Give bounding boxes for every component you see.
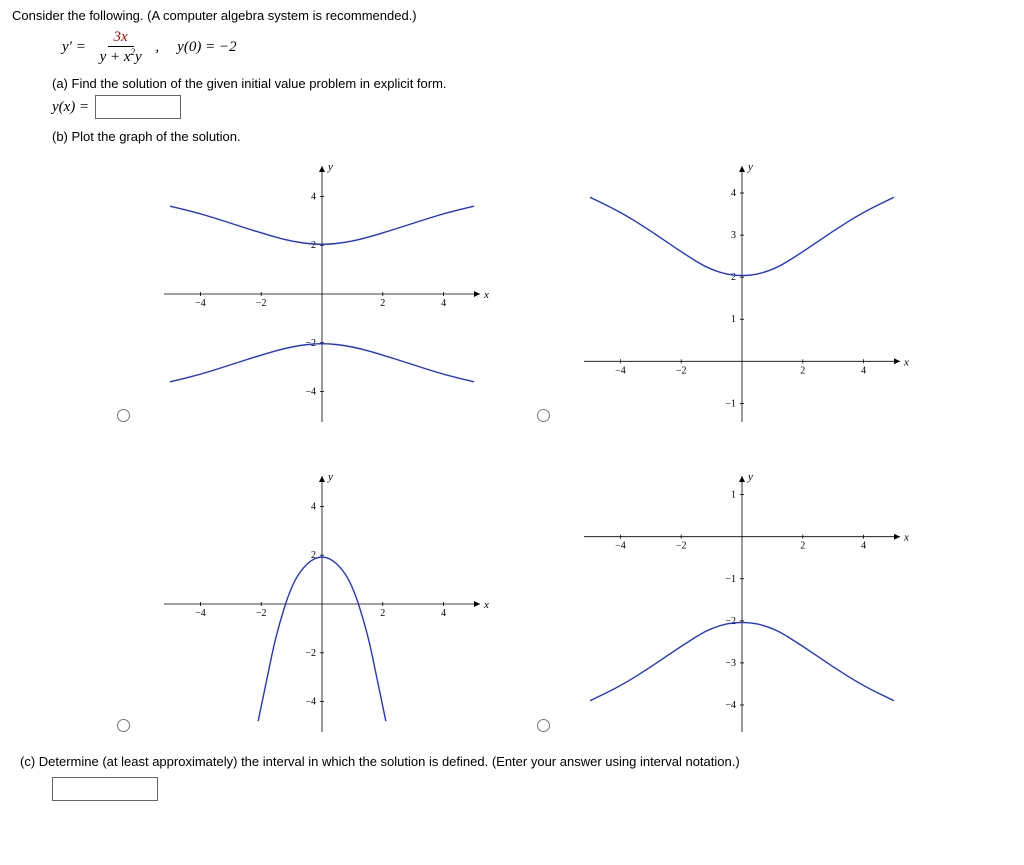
svg-text:−3: −3 <box>725 658 736 669</box>
svg-text:4: 4 <box>861 541 866 552</box>
svg-text:2: 2 <box>800 541 805 552</box>
svg-text:−4: −4 <box>195 298 206 309</box>
svg-text:−1: −1 <box>725 398 736 409</box>
part-a-input[interactable] <box>95 95 181 119</box>
initial-condition: y(0) = −2 <box>177 39 236 56</box>
svg-text:4: 4 <box>311 191 316 202</box>
svg-text:x: x <box>483 289 489 301</box>
svg-text:−2: −2 <box>725 616 736 627</box>
svg-text:4: 4 <box>441 298 446 309</box>
svg-text:−1: −1 <box>725 574 736 585</box>
svg-text:−2: −2 <box>305 648 316 659</box>
svg-text:4: 4 <box>861 365 866 376</box>
svg-text:y: y <box>747 161 753 173</box>
svg-text:4: 4 <box>731 188 736 199</box>
svg-text:−4: −4 <box>305 697 316 708</box>
plot-3: −4−224−4−224xy <box>152 464 512 744</box>
svg-text:−2: −2 <box>676 541 687 552</box>
svg-text:y: y <box>327 161 333 173</box>
svg-text:−4: −4 <box>195 608 206 619</box>
svg-text:x: x <box>903 532 909 544</box>
svg-text:2: 2 <box>311 240 316 251</box>
svg-text:−2: −2 <box>256 608 267 619</box>
svg-text:y: y <box>747 471 753 483</box>
plot-4: −4 −2 2 4 1 −1 −2 −3 −4 x y <box>572 464 932 744</box>
svg-text:−4: −4 <box>305 387 316 398</box>
svg-text:4: 4 <box>441 608 446 619</box>
part-b-label: (b) Plot the graph of the solution. <box>52 129 1012 144</box>
svg-text:−4: −4 <box>615 365 626 376</box>
svg-text:2: 2 <box>380 608 385 619</box>
svg-text:3: 3 <box>731 230 736 241</box>
eq-comma: , <box>155 39 159 55</box>
plot-option-1-radio[interactable] <box>117 409 130 422</box>
svg-text:−2: −2 <box>256 298 267 309</box>
plot-option-4-radio[interactable] <box>537 719 550 732</box>
svg-text:1: 1 <box>731 490 736 501</box>
svg-text:−2: −2 <box>676 365 687 376</box>
svg-text:x: x <box>903 356 909 368</box>
svg-text:1: 1 <box>731 314 736 325</box>
svg-text:−4: −4 <box>615 541 626 552</box>
svg-text:2: 2 <box>800 365 805 376</box>
eq-denominator: y + x2y <box>94 47 148 66</box>
part-c-input[interactable] <box>52 777 158 801</box>
svg-text:2: 2 <box>731 272 736 283</box>
svg-text:4: 4 <box>311 501 316 512</box>
part-c-label: (c) Determine (at least approximately) t… <box>20 754 1012 769</box>
part-a-lhs: y(x) = <box>52 99 89 116</box>
plots-grid: −4 −2 2 4 −4 −2 2 4 x y −4 −2 2 4 −1 1 2 3 4 x y −4 −2 2 4 −4 −2… <box>102 154 1012 744</box>
eq-numerator: 3x <box>108 29 134 47</box>
svg-text:2: 2 <box>380 298 385 309</box>
svg-text:y: y <box>327 471 333 483</box>
part-a-label: (a) Find the solution of the given initi… <box>52 76 1012 91</box>
ode-equation: y′ = 3x y + x2y , y(0) = −2 <box>62 29 1012 66</box>
plot-2: −4 −2 2 4 −1 1 2 3 4 x y <box>572 154 932 434</box>
eq-lhs: y′ = <box>62 39 86 55</box>
plot-option-2-radio[interactable] <box>537 409 550 422</box>
intro-text: Consider the following. (A computer alge… <box>12 8 1012 23</box>
plot-1: −4−224−4−224xy <box>152 154 512 434</box>
svg-text:x: x <box>483 599 489 611</box>
plot-option-3-radio[interactable] <box>117 719 130 732</box>
eq-fraction: 3x y + x2y <box>94 29 148 66</box>
svg-text:−4: −4 <box>725 700 736 711</box>
